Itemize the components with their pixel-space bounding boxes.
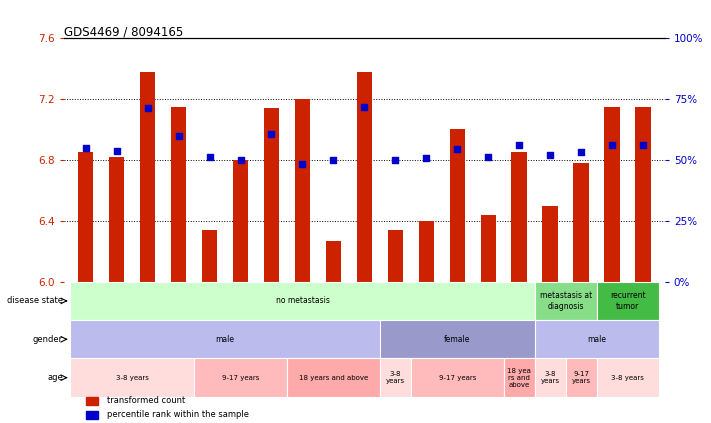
- Bar: [264, 108, 279, 282]
- Text: transformed count: transformed count: [107, 396, 186, 406]
- Text: metastasis at
diagnosis: metastasis at diagnosis: [540, 291, 592, 310]
- Text: no metastasis: no metastasis: [275, 297, 329, 305]
- Text: age: age: [48, 373, 63, 382]
- Bar: [202, 230, 218, 282]
- Point: [173, 132, 184, 139]
- Point: [421, 155, 432, 162]
- Bar: [566, 358, 597, 397]
- Bar: [380, 320, 535, 358]
- Point: [545, 152, 556, 159]
- Text: 9-17 years: 9-17 years: [222, 375, 260, 381]
- Text: male: male: [215, 335, 235, 344]
- Point: [575, 149, 587, 156]
- Bar: [604, 107, 620, 282]
- Bar: [232, 160, 248, 282]
- Text: 18 years and above: 18 years and above: [299, 375, 368, 381]
- Point: [451, 146, 463, 153]
- Bar: [70, 358, 194, 397]
- Text: 3-8 years: 3-8 years: [116, 375, 149, 381]
- Bar: [294, 99, 310, 282]
- Point: [296, 161, 308, 168]
- Bar: [85, 397, 98, 405]
- Text: 3-8
years: 3-8 years: [540, 371, 560, 384]
- Bar: [597, 358, 658, 397]
- Bar: [140, 71, 155, 282]
- Point: [204, 154, 215, 160]
- Text: 9-17 years: 9-17 years: [439, 375, 476, 381]
- Bar: [380, 358, 411, 397]
- Bar: [574, 163, 589, 282]
- Bar: [419, 221, 434, 282]
- Text: recurrent
tumor: recurrent tumor: [610, 291, 646, 310]
- Bar: [171, 107, 186, 282]
- Point: [513, 141, 525, 148]
- Text: male: male: [587, 335, 606, 344]
- Point: [483, 154, 494, 160]
- Bar: [70, 320, 380, 358]
- Bar: [636, 107, 651, 282]
- Bar: [535, 320, 658, 358]
- Bar: [194, 358, 287, 397]
- Bar: [504, 358, 535, 397]
- Bar: [542, 206, 558, 282]
- Bar: [287, 358, 380, 397]
- Point: [235, 157, 246, 163]
- Text: 3-8 years: 3-8 years: [611, 375, 644, 381]
- Bar: [387, 230, 403, 282]
- Bar: [511, 152, 527, 282]
- Bar: [357, 71, 372, 282]
- Bar: [481, 215, 496, 282]
- Point: [80, 144, 91, 151]
- Bar: [109, 157, 124, 282]
- Text: GDS4469 / 8094165: GDS4469 / 8094165: [64, 25, 183, 38]
- Bar: [535, 358, 566, 397]
- Point: [359, 103, 370, 110]
- Bar: [411, 358, 504, 397]
- Text: disease state: disease state: [7, 297, 63, 305]
- Text: gender: gender: [33, 335, 63, 344]
- Point: [606, 141, 618, 148]
- Bar: [70, 282, 535, 320]
- Text: percentile rank within the sample: percentile rank within the sample: [107, 410, 250, 419]
- Point: [142, 105, 154, 112]
- Point: [266, 131, 277, 137]
- Point: [328, 157, 339, 163]
- Text: 18 yea
rs and
above: 18 yea rs and above: [507, 368, 531, 387]
- Bar: [449, 129, 465, 282]
- Bar: [535, 282, 597, 320]
- Text: 3-8
years: 3-8 years: [386, 371, 405, 384]
- Text: 9-17
years: 9-17 years: [572, 371, 591, 384]
- Point: [390, 157, 401, 163]
- Bar: [597, 282, 658, 320]
- Bar: [326, 241, 341, 282]
- Text: female: female: [444, 335, 471, 344]
- Bar: [78, 152, 93, 282]
- Point: [638, 141, 649, 148]
- Point: [111, 147, 122, 154]
- Bar: [85, 411, 98, 419]
